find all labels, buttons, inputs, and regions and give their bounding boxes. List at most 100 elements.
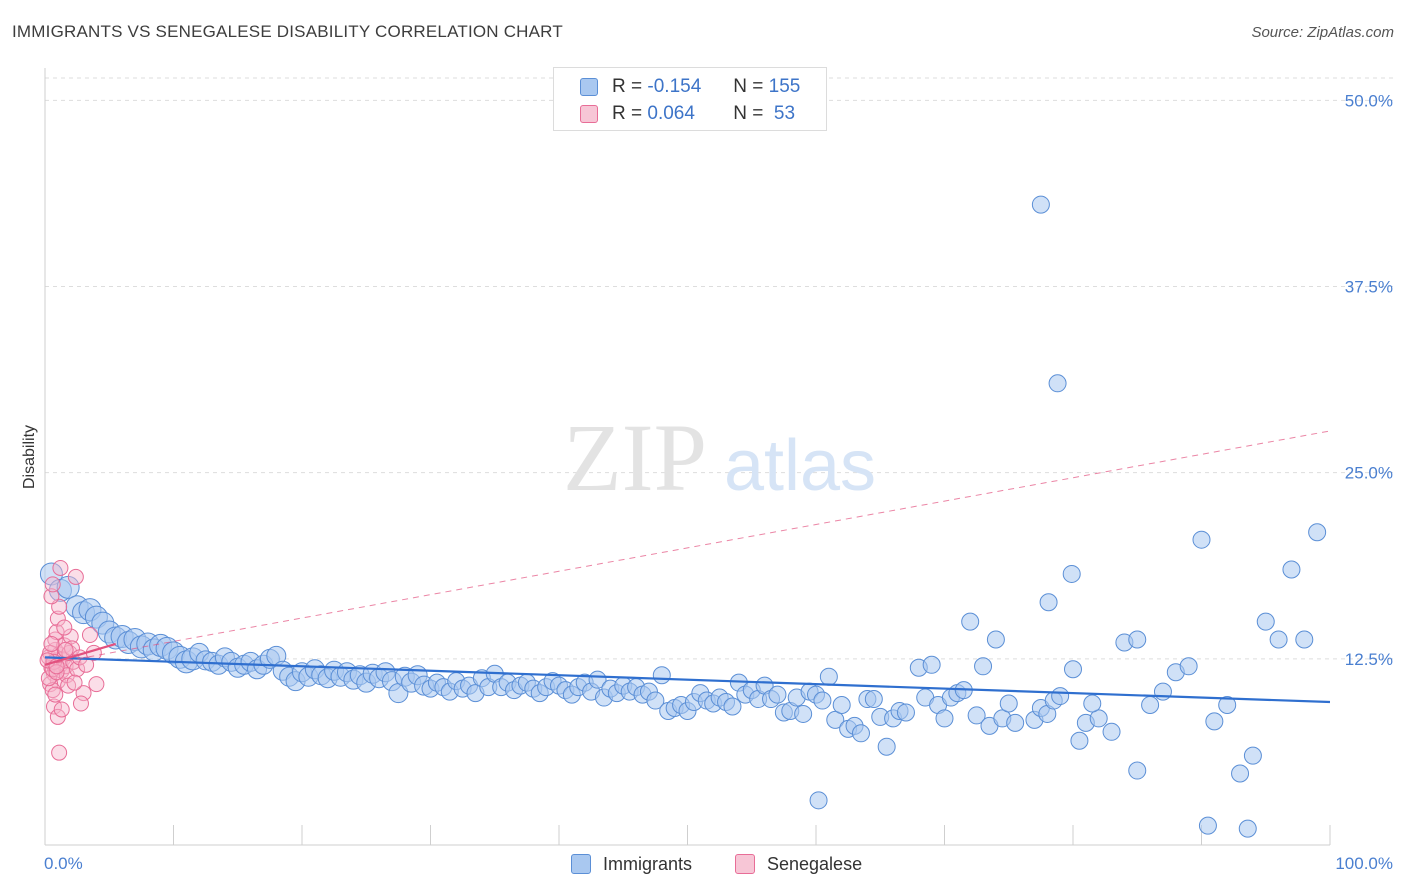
immigrants-point — [1256, 612, 1275, 631]
y-tick-label: 12.5% — [1345, 650, 1393, 669]
chart-title: IMMIGRANTS VS SENEGALESE DISABILITY CORR… — [12, 22, 563, 41]
legend-row-immigrants: R = -0.154 N = 155 — [580, 76, 800, 98]
senegalese-point — [72, 695, 89, 712]
senegalese-point — [53, 701, 70, 718]
immigrants-point — [1295, 630, 1314, 649]
senegalese-trend-dashed — [44, 430, 1331, 666]
immigrants-point — [986, 630, 1005, 649]
watermark: ZIP atlas — [563, 404, 876, 511]
immigrants-point — [896, 703, 915, 722]
grid-lines — [45, 77, 1395, 660]
x-tick-label: 100.0% — [1335, 854, 1393, 873]
immigrants-point — [1089, 709, 1108, 728]
immigrants-point — [809, 791, 828, 810]
senegalese-point — [81, 627, 98, 644]
immigrants-trend-line — [44, 656, 1331, 704]
legend-n-label: N = — [733, 103, 764, 124]
legend-n-value: 155 — [768, 76, 801, 97]
senegalese-point — [44, 682, 61, 699]
legend-label-immigrants: Immigrants — [603, 853, 693, 874]
senegalese-point — [66, 674, 83, 691]
immigrants-point — [999, 694, 1018, 713]
immigrants-point — [1269, 630, 1288, 649]
source-label: Source: ZipAtlas.com — [1251, 24, 1394, 41]
immigrants-point — [1006, 713, 1025, 732]
immigrants-point — [1051, 687, 1070, 706]
legend-item-immigrants[interactable]: Immigrants — [571, 852, 692, 876]
immigrants-point — [652, 666, 671, 685]
immigrants-point — [1231, 764, 1250, 783]
immigrants-point — [974, 657, 993, 676]
watermark-zip: ZIP — [563, 404, 707, 511]
senegalese-point — [49, 708, 66, 725]
senegalese-points — [39, 559, 105, 761]
immigrants-swatch — [571, 854, 591, 874]
immigrants-point — [1031, 195, 1050, 214]
immigrants-swatch — [580, 78, 598, 96]
legend-r-label: R = — [612, 103, 643, 124]
immigrants-point — [851, 724, 870, 743]
senegalese-point — [47, 686, 64, 703]
immigrants-point — [1205, 712, 1224, 731]
tick-labels: 12.5% 25.0% 37.5% 50.0% 0.0% 100.0% — [44, 91, 1393, 873]
legend-item-senegalese[interactable]: Senegalese — [735, 852, 862, 876]
legend-row-senegalese: R = 0.064 N = 53 — [580, 103, 795, 125]
immigrants-point — [1128, 761, 1147, 780]
y-tick-label: 50.0% — [1345, 91, 1393, 110]
immigrants-point — [813, 691, 832, 710]
trend-lines — [44, 430, 1331, 704]
immigrants-point — [1070, 731, 1089, 750]
senegalese-point — [43, 635, 60, 652]
immigrants-point — [646, 691, 665, 710]
legend-r-value: 0.064 — [647, 103, 695, 124]
immigrants-point — [723, 697, 742, 716]
legend-r-label: R = — [612, 76, 643, 97]
immigrants-point — [1062, 564, 1081, 583]
immigrants-point — [1179, 657, 1198, 676]
immigrants-point — [1238, 819, 1257, 838]
senegalese-point — [44, 576, 61, 593]
immigrants-point — [877, 737, 896, 756]
immigrants-point — [1218, 696, 1237, 715]
axes — [44, 68, 1331, 846]
senegalese-point — [67, 568, 84, 585]
immigrants-point — [1192, 530, 1211, 549]
immigrants-point — [1198, 816, 1217, 835]
senegalese-point — [75, 685, 92, 702]
senegalese-point — [52, 559, 69, 576]
senegalese-swatch — [735, 854, 755, 874]
x-tick-label: 0.0% — [44, 854, 83, 873]
immigrants-point — [1308, 523, 1327, 542]
legend-label-senegalese: Senegalese — [767, 853, 863, 874]
senegalese-point — [43, 588, 60, 605]
senegalese-point — [88, 676, 105, 693]
immigrants-point — [819, 667, 838, 686]
immigrants-point — [1128, 630, 1147, 649]
legend-n-label: N = — [733, 76, 764, 97]
immigrants-point — [1243, 746, 1262, 765]
immigrants-point — [826, 710, 845, 729]
watermark-atlas: atlas — [724, 426, 876, 506]
immigrants-point — [961, 612, 980, 631]
senegalese-swatch — [580, 105, 598, 123]
senegalese-point — [57, 641, 74, 658]
immigrants-point — [922, 655, 941, 674]
senegalese-point — [69, 661, 86, 678]
immigrants-point — [935, 709, 954, 728]
senegalese-point — [56, 619, 73, 636]
immigrants-points — [39, 195, 1327, 838]
immigrants-point — [832, 696, 851, 715]
immigrants-point — [1102, 722, 1121, 741]
immigrants-point — [1153, 682, 1172, 701]
legend-r-value: -0.154 — [647, 76, 702, 97]
senegalese-point — [78, 656, 95, 673]
immigrants-point — [1141, 696, 1160, 715]
immigrants-point — [864, 690, 883, 709]
y-tick-label: 25.0% — [1345, 464, 1393, 483]
immigrants-point — [1282, 560, 1301, 579]
immigrants-point — [794, 704, 813, 723]
immigrants-point — [967, 706, 986, 725]
senegalese-point — [48, 664, 65, 681]
immigrants-point — [1048, 374, 1067, 393]
